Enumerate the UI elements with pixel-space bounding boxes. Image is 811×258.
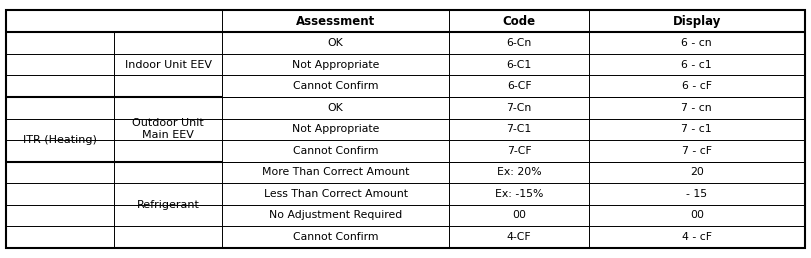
Text: 6-C1: 6-C1 xyxy=(507,60,532,70)
Text: 6 - cF: 6 - cF xyxy=(682,81,712,91)
Text: 6 - cn: 6 - cn xyxy=(681,38,712,48)
Text: Ex: 20%: Ex: 20% xyxy=(497,167,542,177)
Text: Not Appropriate: Not Appropriate xyxy=(292,124,380,134)
Text: ITR (Heating): ITR (Heating) xyxy=(24,135,97,145)
Text: Assessment: Assessment xyxy=(296,15,375,28)
Text: Not Appropriate: Not Appropriate xyxy=(292,60,380,70)
Text: 4 - cF: 4 - cF xyxy=(682,232,712,242)
Text: Code: Code xyxy=(503,15,536,28)
Text: 00: 00 xyxy=(513,210,526,220)
Text: Outdoor Unit
Main EEV: Outdoor Unit Main EEV xyxy=(132,118,204,140)
Text: OK: OK xyxy=(328,38,344,48)
Text: 4-CF: 4-CF xyxy=(507,232,531,242)
Text: Ex: -15%: Ex: -15% xyxy=(495,189,543,199)
Text: More Than Correct Amount: More Than Correct Amount xyxy=(262,167,410,177)
Text: 7 - cF: 7 - cF xyxy=(682,146,712,156)
Text: 6 - c1: 6 - c1 xyxy=(681,60,712,70)
Text: 20: 20 xyxy=(690,167,704,177)
Text: 7 - cn: 7 - cn xyxy=(681,103,712,113)
Text: Display: Display xyxy=(672,15,721,28)
Text: - 15: - 15 xyxy=(686,189,707,199)
Text: Refrigerant: Refrigerant xyxy=(136,200,200,209)
Text: 7-Cn: 7-Cn xyxy=(507,103,532,113)
Text: 6-Cn: 6-Cn xyxy=(507,38,532,48)
Text: 00: 00 xyxy=(690,210,704,220)
Text: Cannot Confirm: Cannot Confirm xyxy=(293,81,379,91)
Text: Cannot Confirm: Cannot Confirm xyxy=(293,146,379,156)
Text: No Adjustment Required: No Adjustment Required xyxy=(269,210,402,220)
Text: Less Than Correct Amount: Less Than Correct Amount xyxy=(264,189,408,199)
Text: 7-C1: 7-C1 xyxy=(507,124,532,134)
Text: OK: OK xyxy=(328,103,344,113)
Text: 7 - c1: 7 - c1 xyxy=(681,124,712,134)
Text: 7-CF: 7-CF xyxy=(507,146,531,156)
Text: Cannot Confirm: Cannot Confirm xyxy=(293,232,379,242)
Text: Indoor Unit EEV: Indoor Unit EEV xyxy=(125,60,212,70)
Text: 6-CF: 6-CF xyxy=(507,81,531,91)
